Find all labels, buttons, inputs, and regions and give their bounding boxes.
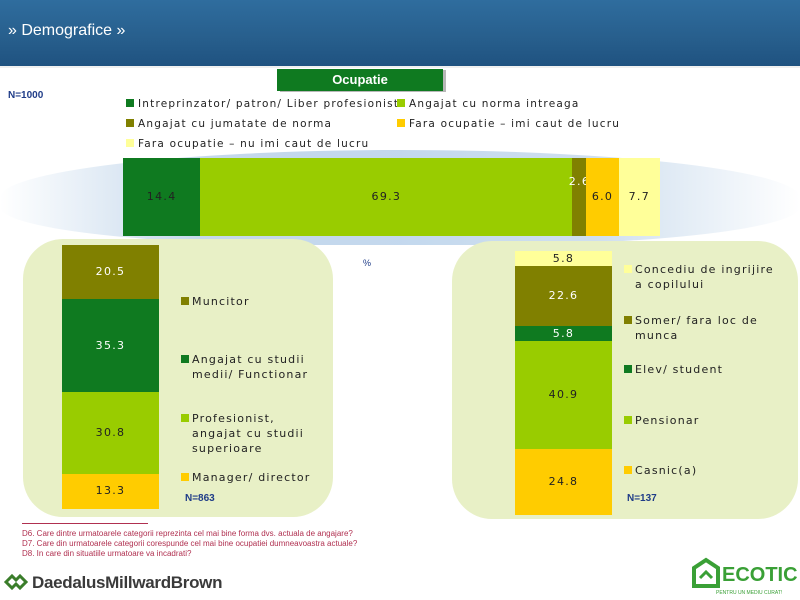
n-label-left: N=863 xyxy=(185,493,215,504)
top-bar-label-fara-ocupatie-nu-imi-caut-de-lucru: 7.7 xyxy=(628,190,651,203)
left-bar-segment-profesionist-angajat-cu-studii-superioare xyxy=(62,392,159,474)
legend-swatch xyxy=(126,139,134,147)
legend-swatch xyxy=(624,316,632,324)
top-bar-segment-angajat-cu-norma-intreaga xyxy=(200,158,573,236)
left-bar-segment-angajat-cu-studii-medii-functionar xyxy=(62,299,159,393)
right-bar-label-pensionar: 40.9 xyxy=(548,388,579,402)
legend-label: Intreprinzator/ patron/ Liber profesioni… xyxy=(138,98,400,110)
legend-right-item-casnic-a: Casnic(a) xyxy=(624,463,785,478)
legend-swatch xyxy=(181,414,189,422)
legend-label: Manager/ director xyxy=(192,471,311,484)
legend-label: Pensionar xyxy=(635,414,700,427)
legend-label: Fara ocupatie – nu imi caut de lucru xyxy=(138,138,370,150)
logo-daedalus: DaedalusMillwardBrown xyxy=(4,572,222,593)
left-bar-label-profesionist-angajat-cu-studii-superioare: 30.8 xyxy=(95,426,126,440)
daedalus-mark-icon xyxy=(4,573,28,591)
n-label-right: N=137 xyxy=(627,493,657,504)
right-bar-label-casnic-a: 24.8 xyxy=(548,475,579,489)
legend-swatch xyxy=(624,466,632,474)
footnote-d6: D6. Care dintre urmatoarele categorii re… xyxy=(22,529,353,538)
legend-label: Muncitor xyxy=(192,295,250,308)
chart-title-ocupatie: Ocupatie xyxy=(277,69,443,91)
top-bar-label-angajat-cu-jumatate-de-norma: 2.6 xyxy=(568,175,591,188)
top-bar-label-intreprinzator-patron-liber-profesionist: 14.4 xyxy=(146,190,177,203)
footnote-d8: D8. In care din situatiile urmatoare va … xyxy=(22,549,192,558)
top-bar-segment-fara-ocupatie-imi-caut-de-lucru xyxy=(586,158,619,236)
top-bar-segment-intreprinzator-patron-liber-profesionist xyxy=(123,158,201,236)
legend-right-item-pensionar: Pensionar xyxy=(624,413,785,428)
legend-swatch xyxy=(624,365,632,373)
right-bar-segment-somer-fara-loc-de-munca xyxy=(515,266,612,327)
footnote-d7: D7. Care din urmatoarele categorii cores… xyxy=(22,539,358,548)
legend-label: Elev/ student xyxy=(635,363,724,376)
legend-swatch xyxy=(181,473,189,481)
right-bar-segment-elev-student xyxy=(515,326,612,342)
legend-left-item-manager-director: Manager/ director xyxy=(181,470,322,485)
right-bar-segment-casnic-a xyxy=(515,449,612,515)
legend-right-item-concediu-de-ingrijire-a-copilului: Concediu de ingrijire a copilului xyxy=(624,262,785,292)
right-bar-label-concediu-de-ingrijire-a-copilului: 5.8 xyxy=(552,251,575,265)
right-bar-segment-concediu-de-ingrijire-a-copilului xyxy=(515,251,612,267)
legend-swatch xyxy=(624,265,632,273)
left-bar-label-manager-director: 13.3 xyxy=(95,484,126,498)
ecotic-recycle-icon xyxy=(692,557,720,588)
legend-label: Angajat cu jumatate de norma xyxy=(138,118,333,130)
legend-label: Fara ocupatie – imi caut de lucru xyxy=(409,118,621,130)
legend-item-intreprinzator-patron-liber-profesionist: Intreprinzator/ patron/ Liber profesioni… xyxy=(126,98,399,110)
legend-label: Casnic(a) xyxy=(635,464,698,477)
left-bar-label-muncitor: 20.5 xyxy=(95,265,126,279)
header-divider xyxy=(0,66,800,68)
legend-left-item-muncitor: Muncitor xyxy=(181,294,322,309)
legend-swatch xyxy=(397,119,405,127)
legend-swatch xyxy=(126,119,134,127)
n-label-total: N=1000 xyxy=(8,90,44,101)
right-bar-label-elev-student: 5.8 xyxy=(552,326,575,340)
legend-left-item-profesionist-angajat-cu-studii-superioare: Profesionist, angajat cu studii superioa… xyxy=(181,411,322,456)
left-bar-segment-muncitor xyxy=(62,245,159,300)
left-bar-segment-manager-director xyxy=(62,473,159,509)
legend-swatch xyxy=(397,99,405,107)
top-bar-segment-angajat-cu-jumatate-de-norma xyxy=(572,158,587,236)
legend-item-fara-ocupatie-nu-imi-caut-de-lucru: Fara ocupatie – nu imi caut de lucru xyxy=(126,138,369,150)
legend-swatch xyxy=(624,416,632,424)
left-bar-label-angajat-cu-studii-medii-functionar: 35.3 xyxy=(95,338,126,352)
legend-swatch xyxy=(126,99,134,107)
top-bar-label-angajat-cu-norma-intreaga: 69.3 xyxy=(371,190,402,203)
legend-label: Angajat cu norma intreaga xyxy=(409,98,580,110)
top-bar-label-fara-ocupatie-imi-caut-de-lucru: 6.0 xyxy=(591,190,614,203)
legend-item-fara-ocupatie-imi-caut-de-lucru: Fara ocupatie – imi caut de lucru xyxy=(397,118,620,130)
legend-label: Profesionist, angajat cu studii superioa… xyxy=(192,412,305,455)
legend-right-item-somer-fara-loc-de-munca: Somer/ fara loc de munca xyxy=(624,313,785,343)
logo-ecotic: ECOTIC PENTRU UN MEDIU CURAT! xyxy=(686,552,798,598)
legend-item-angajat-cu-norma-intreaga: Angajat cu norma intreaga xyxy=(397,98,580,110)
legend-label: Somer/ fara loc de munca xyxy=(635,314,758,342)
legend-swatch xyxy=(181,355,189,363)
legend-swatch xyxy=(181,297,189,305)
legend-label: Angajat cu studii medii/ Functionar xyxy=(192,353,309,381)
legend-right-item-elev-student: Elev/ student xyxy=(624,362,785,377)
legend-label: Concediu de ingrijire a copilului xyxy=(635,263,774,291)
legend-left-item-angajat-cu-studii-medii-functionar: Angajat cu studii medii/ Functionar xyxy=(181,352,322,382)
legend-item-angajat-cu-jumatate-de-norma: Angajat cu jumatate de norma xyxy=(126,118,332,130)
logo-daedalus-text: DaedalusMillwardBrown xyxy=(32,573,223,592)
header-bar: » Demografice » xyxy=(0,0,800,66)
ecotic-tagline: PENTRU UN MEDIU CURAT! xyxy=(716,590,783,596)
ecotic-wordmark: ECOTIC xyxy=(722,564,798,586)
page-title: » Demografice » xyxy=(8,22,126,39)
right-bar-segment-pensionar xyxy=(515,341,612,450)
right-bar-label-somer-fara-loc-de-munca: 22.6 xyxy=(548,289,579,303)
unit-label: % xyxy=(363,258,372,268)
footnote-divider xyxy=(22,523,148,524)
top-bar-segment-fara-ocupatie-nu-imi-caut-de-lucru xyxy=(618,158,660,236)
